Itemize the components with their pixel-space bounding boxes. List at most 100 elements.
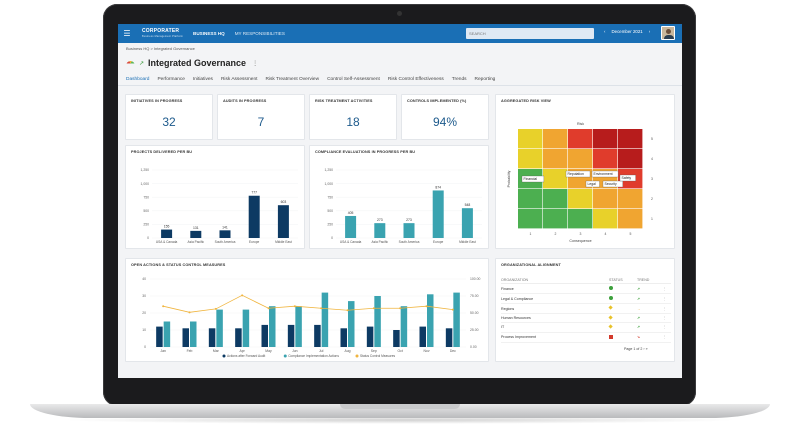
risk-cell	[618, 149, 643, 169]
risk-cell	[543, 129, 568, 149]
bar	[190, 230, 202, 238]
status-cell	[609, 332, 637, 343]
kpi-card-risk-treatment[interactable]: RISK TREATMENT ACTIVITIES 18	[309, 94, 397, 140]
kpi-card-controls[interactable]: CONTROLS IMPLEMENTED (%) 94%	[401, 94, 489, 140]
status-cell	[609, 283, 637, 295]
tab-reporting[interactable]: Reporting	[474, 77, 496, 82]
row-menu-icon[interactable]: ⋮	[663, 283, 671, 295]
x-tick-label: Middle East	[275, 240, 292, 244]
tab-divider	[118, 85, 682, 86]
last-page-icon[interactable]: »	[645, 347, 648, 351]
chevron-right-icon[interactable]: ›	[643, 347, 645, 351]
more-options-icon[interactable]: ⋮	[252, 60, 259, 67]
org-name: Regions	[501, 303, 609, 314]
y-tick-label: 1,000	[141, 182, 150, 186]
trend-cell: →	[637, 303, 663, 314]
tab-trends[interactable]: Trends	[451, 77, 467, 82]
y-tick-label: 0	[147, 236, 149, 240]
pager: Page 1 of 2 › »	[624, 347, 648, 351]
row-menu-icon[interactable]: ⋮	[663, 313, 671, 324]
x-tick-label: Mar	[213, 349, 220, 353]
line-point	[267, 307, 270, 310]
risk-tag-label: Safety	[622, 176, 632, 180]
nav-business-hq[interactable]: BUSINESS HQ	[193, 31, 225, 36]
search-input[interactable]	[469, 31, 579, 36]
risk-top-label: Risk	[577, 122, 584, 126]
bar-value-label: 874	[435, 185, 441, 189]
y-tick-label: 250	[327, 223, 333, 227]
laptop-shadow	[60, 416, 740, 424]
x-tick-label: May	[265, 349, 272, 353]
status-cell	[608, 322, 637, 333]
chevron-left-icon[interactable]: ‹	[604, 29, 606, 34]
kpi-label: AUDITS IN PROGRESS	[223, 99, 267, 103]
row-menu-icon[interactable]: ⋮	[663, 303, 671, 314]
risk-cell	[618, 189, 643, 209]
row-menu-icon[interactable]: ⋮	[663, 332, 671, 343]
kpi-card-audits[interactable]: AUDITS IN PROGRESS 7	[217, 94, 305, 140]
bar-series-1	[445, 328, 453, 347]
table-row[interactable]: Human Resources ↗ ⋮	[501, 313, 671, 324]
risk-cell	[543, 189, 568, 209]
breadcrumb: Business HQ > Integrated Governance	[126, 46, 195, 51]
nav-my-responsibilities[interactable]: MY RESPONSIBILITIES	[234, 31, 285, 36]
tab-risk-control-effectiveness[interactable]: Risk Control Effectiveness	[387, 77, 444, 82]
kpi-card-initiatives[interactable]: INITIATIVES IN PROGRESS 32	[125, 94, 213, 140]
line-point	[241, 294, 244, 297]
table-row[interactable]: Regions → ⋮	[501, 303, 671, 314]
bar-series-1	[419, 326, 426, 347]
x-tick-label: 3	[580, 232, 582, 236]
bar-series-1	[287, 324, 295, 347]
risk-tag-label: Financial	[524, 177, 538, 181]
page-title: Integrated Governance	[148, 58, 247, 68]
kpi-label: INITIATIVES IN PROGRESS	[131, 99, 183, 103]
x-tick-label: South America	[399, 240, 420, 244]
tab-initiatives[interactable]: Initiatives	[192, 77, 213, 82]
breadcrumb-home[interactable]: Business HQ	[126, 46, 150, 51]
tab-risk-treatment-overview[interactable]: Risk Treatment Overview	[265, 77, 320, 82]
y-tick-label: 5	[651, 137, 653, 141]
table-row[interactable]: IT ↗ ⋮	[501, 322, 671, 333]
risk-cell	[568, 129, 593, 149]
bar	[461, 208, 473, 238]
tab-risk-assessment[interactable]: Risk Assessment	[220, 77, 258, 82]
status-cell	[608, 313, 637, 324]
table-row[interactable]: Legal & Compliance ↗ ⋮	[501, 293, 671, 305]
y2-tick-label: 0.00	[470, 345, 477, 349]
y2-tick-label: 25.00	[470, 328, 479, 332]
bar-series-2	[269, 306, 276, 347]
gauge-icon	[126, 60, 135, 66]
risk-cell	[568, 149, 593, 169]
line-point	[399, 307, 402, 310]
chevron-right-icon[interactable]: ›	[648, 29, 651, 34]
menu-icon[interactable]: ☰	[123, 29, 131, 38]
bar-series-2	[242, 309, 250, 347]
avatar[interactable]	[661, 26, 675, 40]
kpi-value: 18	[346, 115, 360, 129]
bar-series-2	[190, 321, 197, 347]
bar-series-1	[261, 324, 268, 347]
y-tick-label: 0	[331, 236, 333, 240]
x-tick-label: Asia Pacific	[372, 240, 389, 244]
risk-matrix[interactable]: Risk 1 1 2 2 3 3 4 4 5 5 Consequence Probability Fina…	[496, 95, 676, 250]
risk-cell	[518, 189, 543, 209]
bar-series-1	[208, 328, 216, 347]
y-tick-label: 2	[651, 197, 653, 201]
breadcrumb-separator: >	[150, 46, 153, 51]
row-menu-icon[interactable]: ⋮	[663, 293, 671, 305]
date-selector[interactable]: ‹ December 2021 ›	[604, 29, 650, 34]
brand-logo[interactable]: CORPORATER Business Management Platform	[142, 27, 184, 38]
bar	[248, 195, 260, 238]
row-menu-icon[interactable]: ⋮	[663, 322, 671, 333]
search-box[interactable]	[466, 28, 594, 39]
tab-performance[interactable]: Performance	[157, 77, 185, 82]
y-tick-label: 1,250	[141, 168, 150, 172]
open-actions-card: OPEN ACTIONS & STATUS CONTROL MEASURES 0…	[125, 258, 489, 362]
x-tick-label: 1	[530, 232, 532, 236]
bar-value-label: 777	[251, 191, 257, 195]
table-row[interactable]: Process Improvement ↘ ⋮	[501, 332, 671, 343]
tab-control-self-assessment[interactable]: Control Self-Assessment	[327, 77, 380, 82]
bar-value-label: 273	[377, 218, 383, 222]
table-row[interactable]: Finance ↗ ⋮	[501, 283, 671, 295]
bar-value-label: 273	[406, 218, 412, 222]
